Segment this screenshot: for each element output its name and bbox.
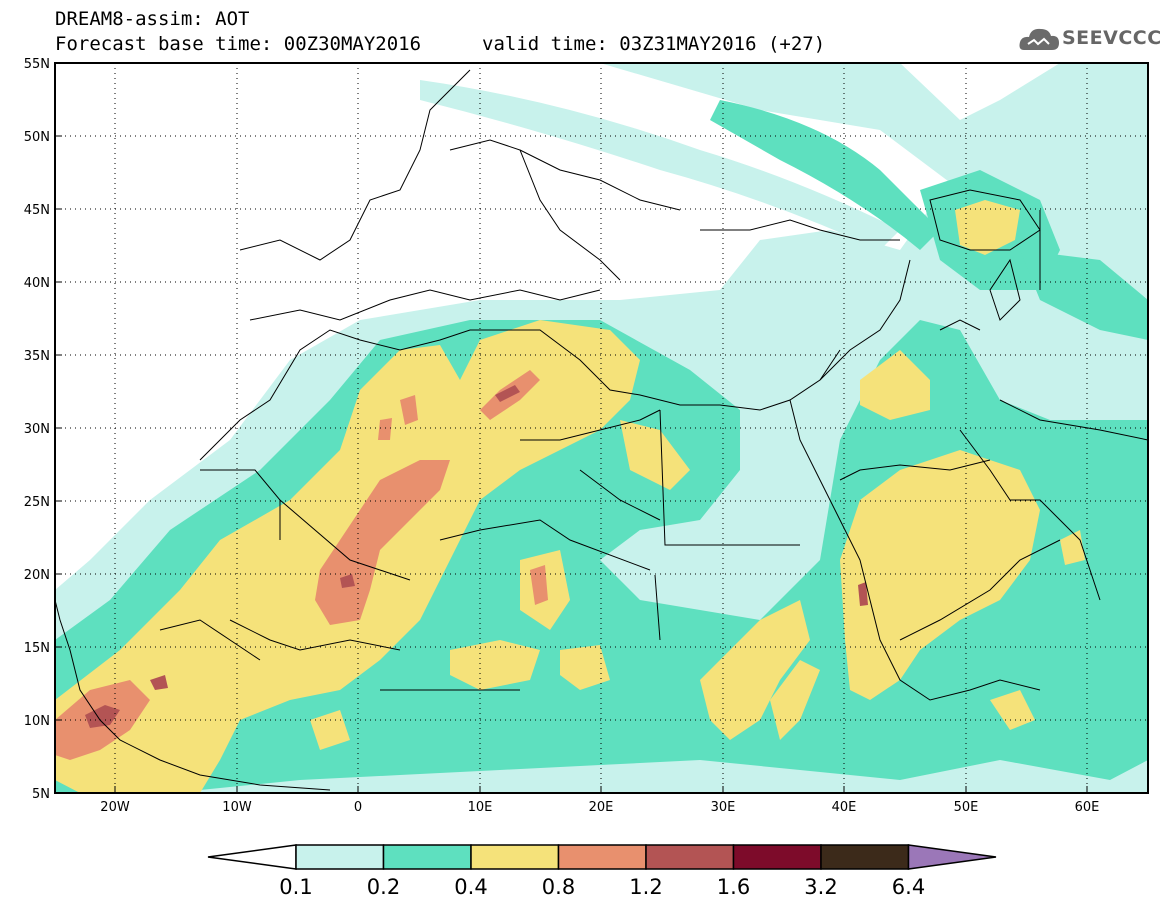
map-title: DREAM8-assim: AOT [55, 8, 250, 30]
lon-label: 40E [832, 800, 857, 815]
lat-labels: 55N 50N 45N 40N 35N 30N 25N 20N 15N 10N … [24, 57, 50, 802]
colorbar-over-triangle [907, 844, 997, 870]
graticule [55, 63, 1148, 793]
colorbar-label: 1.6 [717, 875, 750, 899]
colorbar-swatch [382, 844, 472, 870]
lat-label: 55N [24, 57, 50, 72]
colorbar-swatch [820, 844, 910, 870]
logo-text: SEEVCCC [1062, 27, 1162, 49]
lon-label: 20W [100, 800, 130, 815]
colorbar-label: 6.4 [892, 875, 925, 899]
colorbar-swatch [557, 844, 647, 870]
colorbar-label: 3.2 [804, 875, 837, 899]
colorbar-labels: 0.1 0.2 0.4 0.8 1.2 1.6 3.2 6.4 [279, 875, 925, 899]
lat-label: 40N [24, 276, 50, 291]
colorbar-label: 1.2 [629, 875, 662, 899]
colorbar-swatch [732, 844, 822, 870]
valid-time: valid time: 03Z31MAY2016 (+27) [482, 33, 826, 55]
axis-ticks [55, 62, 1088, 794]
lat-label: 30N [24, 422, 50, 437]
lon-label: 10W [222, 800, 252, 815]
colorbar-swatch [645, 844, 735, 870]
lon-label: 30E [711, 800, 736, 815]
lon-label: 60E [1075, 800, 1100, 815]
lat-label: 25N [24, 495, 50, 510]
colorbar-label: 0.4 [454, 875, 487, 899]
colorbar [207, 844, 997, 870]
lon-label: 0 [354, 800, 362, 815]
colorbar-under-triangle [207, 844, 297, 870]
aot-field [55, 63, 1148, 793]
lat-label: 5N [32, 787, 50, 802]
colorbar-swatch [295, 844, 385, 870]
lon-labels: 20W 10W 0 10E 20E 30E 40E 50E 60E [100, 800, 1099, 815]
colorbar-label: 0.2 [367, 875, 400, 899]
lat-label: 45N [24, 203, 50, 218]
lat-label: 35N [24, 349, 50, 364]
lon-label: 50E [954, 800, 979, 815]
colorbar-label: 0.1 [279, 875, 312, 899]
colorbar-swatch [470, 844, 560, 870]
lat-label: 15N [24, 641, 50, 656]
forecast-base-time: Forecast base time: 00Z30MAY2016 [55, 33, 422, 55]
lon-label: 20E [589, 800, 614, 815]
lat-label: 20N [24, 568, 50, 583]
colorbar-label: 0.8 [542, 875, 575, 899]
lon-label: 10E [468, 800, 493, 815]
cloud-icon [1019, 28, 1059, 50]
lat-label: 50N [24, 130, 50, 145]
coastlines [55, 69, 1148, 791]
lat-label: 10N [24, 714, 50, 729]
